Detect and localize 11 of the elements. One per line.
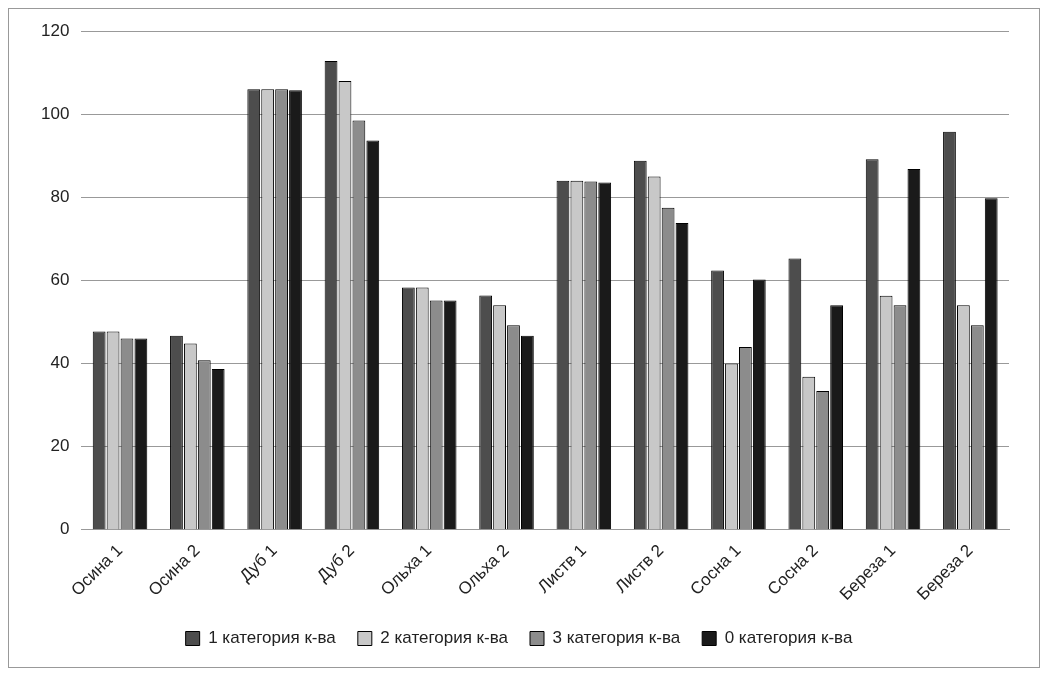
- y-tick-label: 60: [50, 270, 70, 290]
- legend-label: 2 категория к-ва: [380, 628, 509, 648]
- y-tick-label: 100: [40, 103, 70, 123]
- y-tick-label: 40: [50, 353, 70, 373]
- legend-label: 3 категория к-ва: [552, 628, 681, 648]
- y-tick-label: 0: [59, 519, 70, 539]
- y-tick-label: 20: [50, 436, 70, 456]
- y-tick-label: 120: [40, 20, 70, 40]
- y-tick-label: 80: [50, 187, 70, 207]
- legend-label: 1 категория к-ва: [208, 628, 337, 648]
- legend-label: 0 категория к-ва: [724, 628, 853, 648]
